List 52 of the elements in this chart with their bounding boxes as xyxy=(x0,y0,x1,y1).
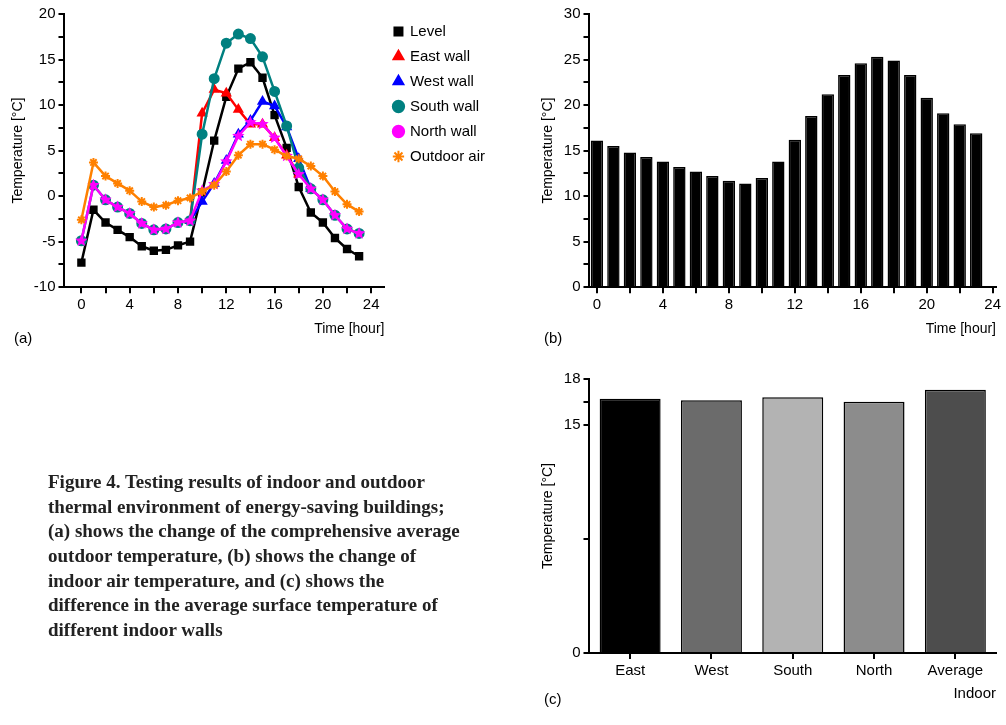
y-tick-label: -10 xyxy=(33,277,56,295)
text: (b) xyxy=(544,328,563,346)
y-tick-label: 15 xyxy=(38,49,56,67)
x-tick-label: 8 xyxy=(173,295,183,313)
x-tick-label: 0 xyxy=(592,295,602,313)
x-tick-label: 4 xyxy=(658,295,668,313)
x-axis-title: Time [hour] xyxy=(925,320,996,337)
x-tick-label: 12 xyxy=(786,295,804,313)
legend-label: Level xyxy=(409,21,446,39)
text: (c) xyxy=(544,689,562,707)
x-tick-label: 20 xyxy=(918,295,936,313)
x-tick-label: 20 xyxy=(314,295,332,313)
x-tick-label: 24 xyxy=(984,295,1002,313)
x-tick-label: 8 xyxy=(724,295,734,313)
y-tick-label: 0 xyxy=(572,643,581,661)
text: Figure 4. Testing results of indoor and outdoor thermal environment of energy-saving buildings; (a) shows the change of the comprehensive average outdoor temperature, (b) shows the change of indoor air temperature, and (c) shows the difference in the average surface temperature of different indoor walls xyxy=(48,470,461,643)
legend-label: Outdoor air xyxy=(409,146,486,164)
x-tick-label: 24 xyxy=(362,295,380,313)
legend-label: East wall xyxy=(409,46,470,64)
x-axis-title: Time [hour] xyxy=(314,320,385,337)
y-tick-label: 15 xyxy=(563,140,581,158)
y-axis-title: Temperature [°C] xyxy=(539,463,556,569)
x-axis-title: Indoor xyxy=(953,684,996,702)
x-tick-label: 4 xyxy=(125,295,134,313)
y-tick-label: 5 xyxy=(47,140,56,158)
x-tick-label: Average xyxy=(927,661,984,679)
x-tick-label: South xyxy=(773,661,813,679)
y-tick-label: 0 xyxy=(47,186,56,204)
legend-label: North wall xyxy=(409,121,477,139)
y-tick-label: 18 xyxy=(563,369,581,387)
y-tick-label: 10 xyxy=(563,186,581,204)
y-axis-title: Temperature [°C] xyxy=(539,97,556,204)
x-tick-label: 12 xyxy=(217,295,235,313)
y-tick-label: 20 xyxy=(38,4,56,22)
y-tick-label: 10 xyxy=(38,95,56,113)
legend-label: West wall xyxy=(409,71,474,89)
text: (a) xyxy=(14,328,33,346)
y-tick-label: 15 xyxy=(563,414,581,432)
x-tick-label: East xyxy=(615,661,646,679)
y-tick-label: 0 xyxy=(572,277,581,295)
y-axis-title: Temperature [°C] xyxy=(9,97,26,204)
y-tick-label: -5 xyxy=(42,231,56,249)
x-tick-label: 0 xyxy=(77,295,86,313)
legend-label: South wall xyxy=(409,96,480,114)
x-tick-label: 16 xyxy=(266,295,283,313)
y-tick-label: 30 xyxy=(563,4,581,22)
y-tick-label: 20 xyxy=(563,95,581,113)
y-tick-label: 5 xyxy=(572,231,581,249)
y-tick-label: 25 xyxy=(563,49,581,67)
x-tick-label: North xyxy=(855,661,893,679)
x-tick-label: West xyxy=(694,661,730,679)
x-tick-label: 16 xyxy=(852,295,870,313)
